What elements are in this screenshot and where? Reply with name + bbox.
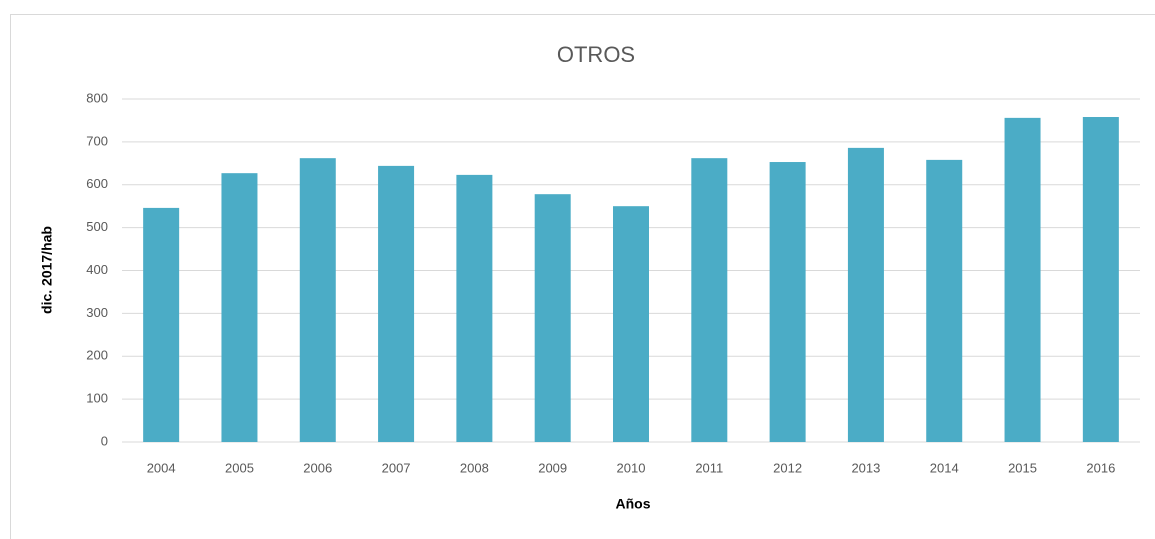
y-tick-label: 700 [86, 133, 108, 148]
bar [769, 162, 806, 442]
x-tick-label: 2009 [538, 460, 567, 475]
x-tick-label: 2005 [225, 460, 254, 475]
x-tick-label: 2004 [147, 460, 176, 475]
x-tick-label: 2015 [1008, 460, 1037, 475]
bar [456, 174, 493, 443]
bar [378, 165, 415, 442]
y-tick-label: 800 [86, 90, 108, 105]
y-tick-label: 600 [86, 176, 108, 191]
x-tick-label: 2016 [1086, 460, 1115, 475]
bar [534, 194, 571, 442]
x-tick-label: 2010 [617, 460, 646, 475]
chart-frame [10, 14, 1155, 539]
y-tick-label: 500 [86, 219, 108, 234]
bar [1082, 117, 1119, 442]
y-tick-label: 0 [101, 433, 108, 448]
bar [926, 159, 963, 442]
y-tick-label: 400 [86, 262, 108, 277]
chart-title: OTROS [557, 42, 635, 67]
bar [221, 173, 258, 442]
x-tick-label: 2011 [695, 460, 723, 475]
x-tick-label: 2007 [382, 460, 411, 475]
bar [299, 158, 336, 443]
x-tick-label: 2013 [851, 460, 880, 475]
x-tick-label: 2008 [460, 460, 489, 475]
bar [613, 206, 649, 442]
y-axis-label: dic. 2017/hab [39, 226, 55, 314]
bar [143, 207, 180, 442]
x-tick-label: 2012 [773, 460, 802, 475]
y-tick-label: 300 [86, 305, 108, 320]
bar [1004, 117, 1041, 443]
y-tick-label: 100 [86, 391, 108, 406]
bar [691, 158, 728, 443]
y-tick-label: 200 [86, 348, 108, 363]
x-axis-label: Años [616, 496, 651, 512]
x-tick-label: 2006 [303, 460, 332, 475]
bar [847, 147, 884, 442]
x-tick-label: 2014 [930, 460, 959, 475]
